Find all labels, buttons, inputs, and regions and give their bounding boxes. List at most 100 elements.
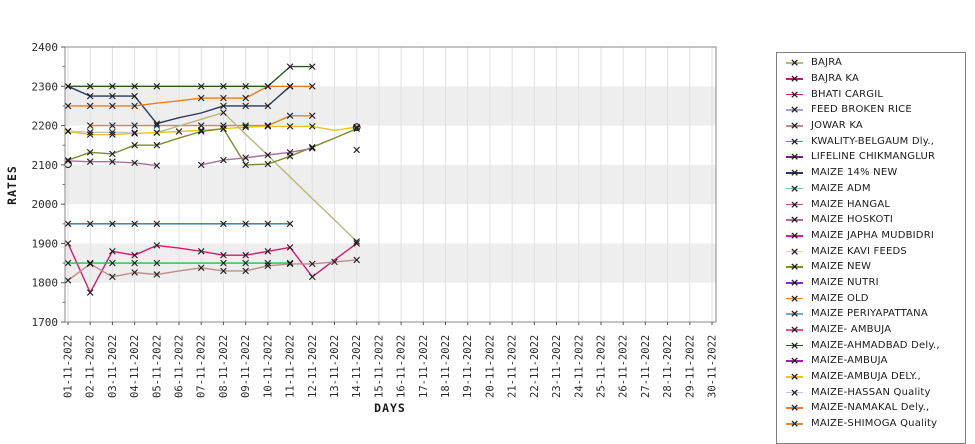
- chart-canvas: 1700 1800 1900 2000 2100 2200 2300 2400 01-11-20…: [5, 41, 719, 415]
- data-point-marker: [153, 162, 161, 169]
- legend-marker-icon: ×: [786, 57, 803, 68]
- line: [220, 125, 227, 133]
- data-point-marker: [331, 258, 338, 266]
- line: [86, 122, 94, 129]
- data-point-marker: [264, 122, 272, 129]
- data-point-marker: [64, 127, 72, 135]
- line: [131, 102, 138, 110]
- x-tick-label: 23-11-2022: [551, 335, 563, 398]
- data-point-marker: [86, 289, 94, 296]
- line: [286, 123, 294, 130]
- data-point-marker: [197, 82, 205, 90]
- legend-item-label: BAJRA: [811, 57, 843, 69]
- legend-item: × BAJRA KA: [777, 71, 965, 87]
- x-tick-label: 12-11-2022: [307, 335, 319, 398]
- legend-item: × JOWAR KA: [777, 118, 965, 134]
- data-point-marker: [264, 259, 272, 267]
- line: [220, 251, 227, 259]
- line: [220, 259, 227, 267]
- line: [153, 220, 161, 228]
- legend-marker-icon: ×: [786, 167, 803, 178]
- data-point-marker: [286, 244, 294, 251]
- legend-item-label: BHATI CARGIL: [811, 88, 884, 100]
- x-tick-label: 15-11-2022: [373, 335, 385, 398]
- legend-item-label: MAIZE PERIYAPATTANA: [811, 308, 928, 320]
- line: [131, 141, 138, 149]
- line: [153, 141, 161, 149]
- line: [264, 82, 272, 90]
- legend-marker-icon: ×: [786, 277, 803, 288]
- line: [197, 122, 205, 129]
- line: [131, 92, 138, 100]
- data-point-marker: [64, 220, 72, 228]
- data-point-marker: [308, 273, 316, 281]
- data-point-marker: [197, 94, 205, 102]
- data-point-marker: [308, 112, 316, 120]
- data-point-marker: [86, 158, 94, 166]
- data-point-marker: [86, 122, 94, 129]
- line: [86, 82, 94, 90]
- data-point-marker: [220, 156, 227, 164]
- line: [242, 251, 249, 259]
- data-point-marker: [109, 92, 116, 100]
- x-tick-label: 17-11-2022: [418, 335, 430, 398]
- legend-item: × MAIZE PERIYAPATTANA: [777, 306, 965, 322]
- data-point-marker: [131, 141, 138, 149]
- x-tick-label: 24-11-2022: [573, 335, 585, 398]
- y-tick-label: 2300: [32, 80, 59, 93]
- data-point-marker: [197, 161, 205, 169]
- line: [242, 161, 249, 169]
- data-point-marker: [109, 273, 116, 281]
- data-point-marker: [153, 271, 161, 278]
- data-point-marker: [86, 92, 94, 100]
- x-tick-label: 16-11-2022: [396, 335, 408, 398]
- x-tick-label: 11-11-2022: [285, 335, 297, 398]
- line: [175, 128, 183, 135]
- data-point-marker: [64, 240, 72, 247]
- line: [153, 242, 161, 249]
- line: [242, 82, 249, 90]
- legend-item-label: BAJRA KA: [811, 73, 860, 85]
- line: [153, 82, 161, 90]
- x-tick-label: 05-11-2022: [151, 335, 163, 398]
- data-point-marker: [308, 145, 316, 152]
- x-tick-label: 13-11-2022: [329, 335, 341, 398]
- data-point-marker: [109, 220, 116, 228]
- x-tick-label: 01-11-2022: [63, 335, 75, 398]
- data-point-marker: [242, 267, 249, 275]
- line: [286, 220, 294, 228]
- legend-marker-icon: ×: [786, 230, 803, 241]
- legend-item: × MAIZE NUTRI: [777, 275, 965, 291]
- x-tick-label: 08-11-2022: [218, 335, 230, 398]
- data-point-marker: [131, 159, 138, 167]
- data-point-marker: [197, 128, 205, 135]
- data-point-marker: [220, 102, 227, 110]
- data-point-marker: [109, 131, 116, 138]
- data-point-marker: [242, 259, 249, 267]
- line: [308, 123, 316, 130]
- line: [264, 247, 272, 255]
- y-tick-label: 2200: [32, 120, 59, 133]
- data-point-marker: [86, 128, 94, 136]
- data-point-marker: [242, 102, 249, 110]
- line: [153, 122, 161, 129]
- line: [308, 273, 316, 281]
- line: [264, 259, 272, 267]
- legend-item: × MAIZE-SHIMOGA Quality: [777, 416, 965, 432]
- line: [220, 102, 227, 110]
- legend-item: × MAIZE-NAMAKAL Dely.,: [777, 400, 965, 416]
- data-point-marker: [286, 82, 294, 90]
- legend-marker-icon: ×: [786, 104, 803, 115]
- line: [131, 122, 138, 129]
- legend-item-label: MAIZE-AMBUJA DELY.,: [811, 371, 921, 383]
- line: [64, 127, 72, 135]
- legend-item-label: MAIZE OLD: [811, 292, 869, 304]
- line: [242, 94, 249, 102]
- legend-item-label: JOWAR KA: [811, 120, 863, 132]
- line: [131, 129, 138, 136]
- legend-item-label: MAIZE-SHIMOGA Quality: [811, 418, 938, 430]
- data-point-marker: [153, 82, 161, 90]
- legend-item-label: MAIZE HOSKOTI: [811, 214, 894, 226]
- line: [131, 259, 138, 267]
- line: [109, 259, 116, 267]
